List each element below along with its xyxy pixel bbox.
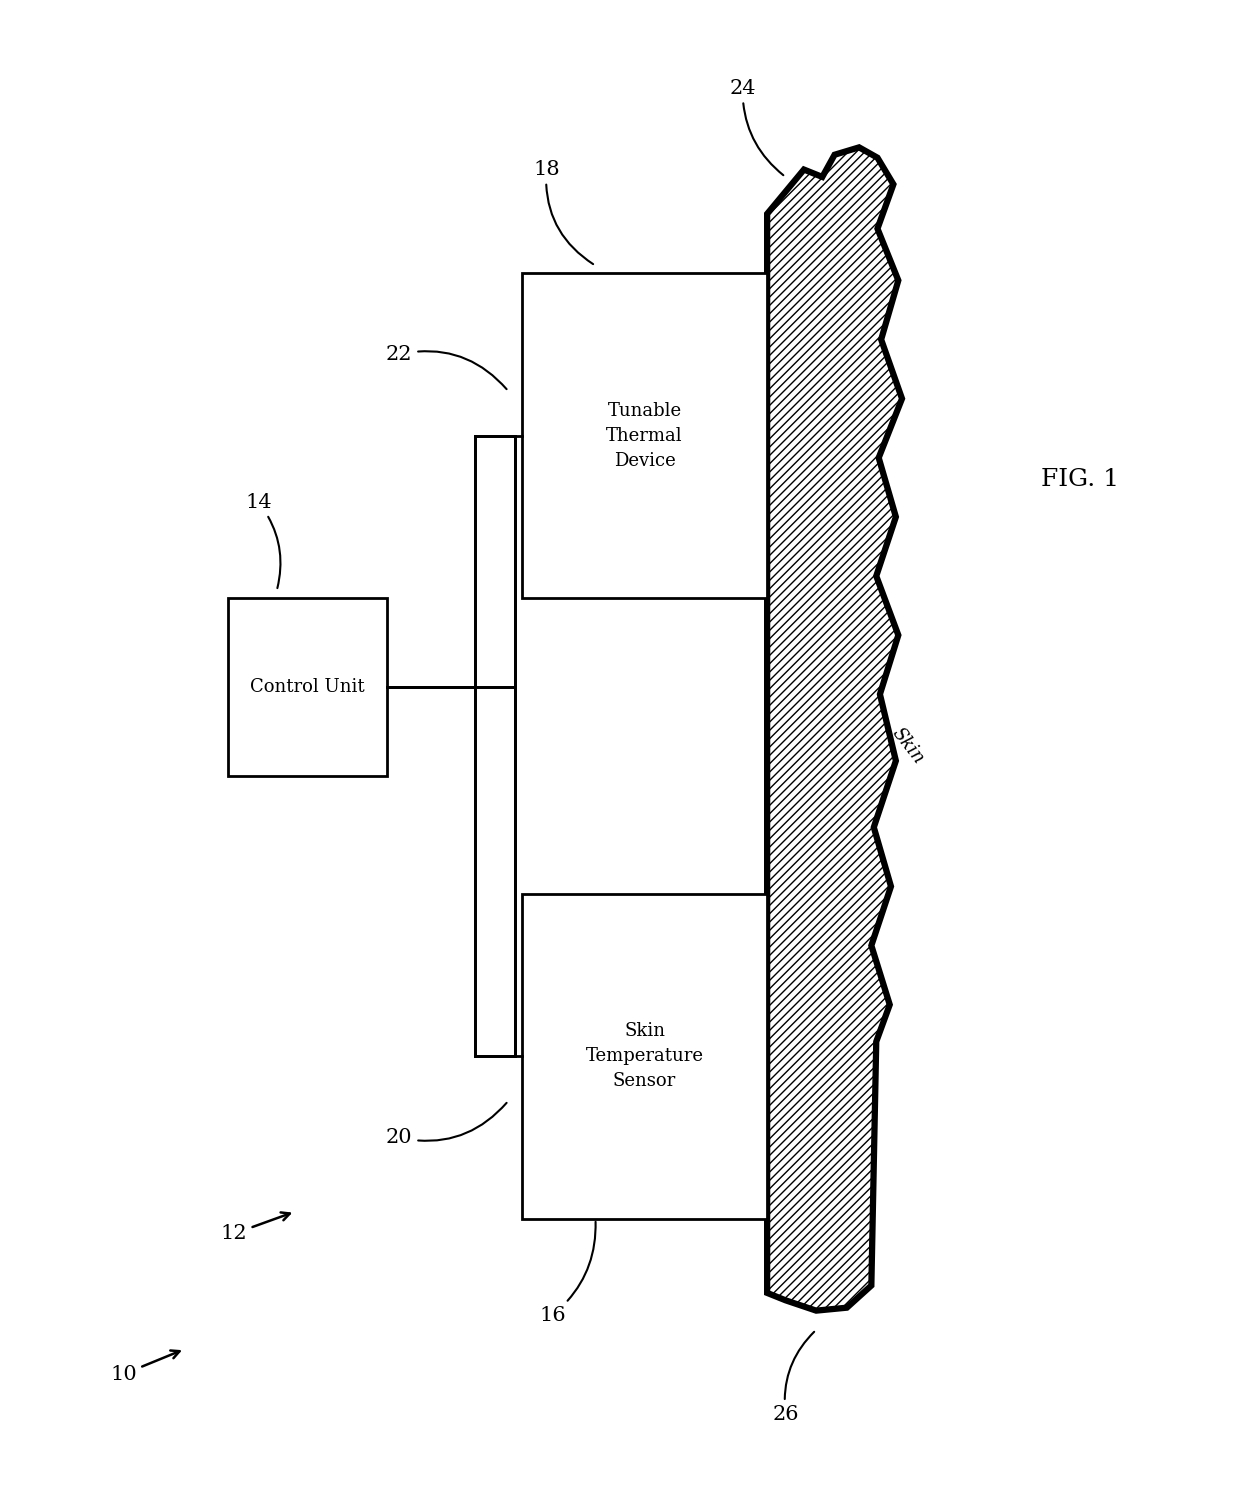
Polygon shape [768, 148, 901, 1310]
Text: Tunable
Thermal
Device: Tunable Thermal Device [606, 401, 683, 470]
Text: Control Unit: Control Unit [250, 677, 365, 695]
Text: Skin: Skin [889, 725, 928, 767]
Text: 10: 10 [110, 1350, 180, 1383]
Bar [475, 436, 515, 1056]
Text: 22: 22 [386, 345, 507, 389]
Text: 20: 20 [386, 1103, 507, 1147]
Text: 16: 16 [539, 1222, 595, 1325]
Text: 26: 26 [773, 1332, 815, 1423]
Text: Skin
Temperature
Sensor: Skin Temperature Sensor [585, 1022, 703, 1091]
Text: 12: 12 [221, 1213, 290, 1243]
Text: FIG. 1: FIG. 1 [1040, 468, 1118, 491]
Bar [522, 894, 768, 1219]
Bar [522, 273, 768, 598]
Text: 14: 14 [246, 492, 280, 588]
Text: 24: 24 [729, 79, 784, 175]
Bar [228, 598, 387, 776]
Text: 18: 18 [533, 160, 593, 264]
